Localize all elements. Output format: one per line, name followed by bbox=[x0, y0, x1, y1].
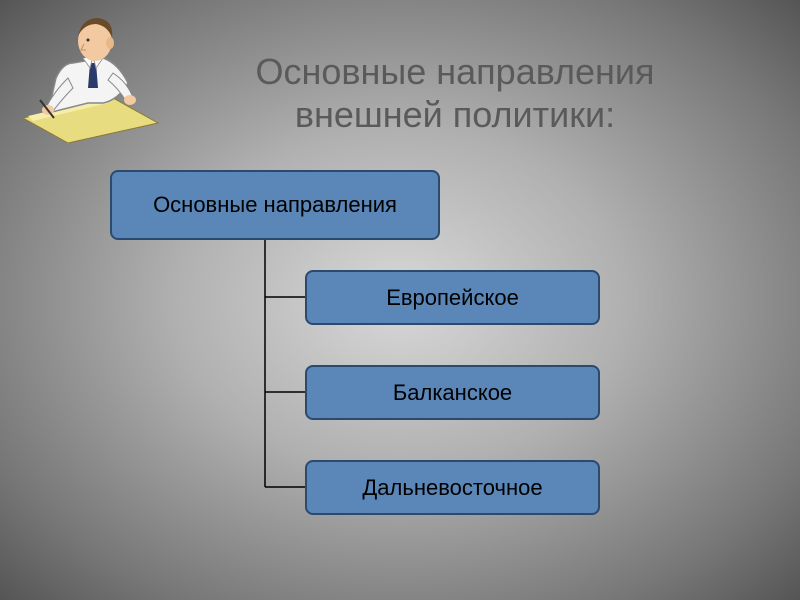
child-node-3: Дальневосточное bbox=[305, 460, 600, 515]
child-label-3: Дальневосточное bbox=[362, 475, 542, 501]
child-label-1: Европейское bbox=[386, 285, 519, 311]
title-line2: внешней политики: bbox=[175, 93, 735, 136]
child-label-2: Балканское bbox=[393, 380, 512, 406]
slide-title: Основные направления внешней политики: bbox=[175, 50, 735, 136]
writer-clipart bbox=[18, 8, 168, 143]
child-node-1: Европейское bbox=[305, 270, 600, 325]
title-line1: Основные направления bbox=[175, 50, 735, 93]
child-node-2: Балканское bbox=[305, 365, 600, 420]
root-label: Основные направления bbox=[153, 193, 397, 217]
root-node: Основные направления bbox=[110, 170, 440, 240]
